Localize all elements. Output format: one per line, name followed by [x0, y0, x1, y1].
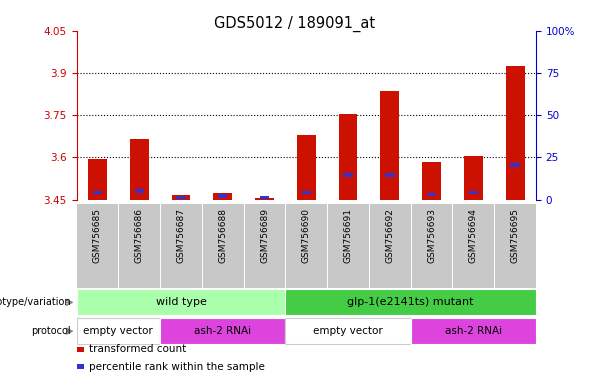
- Text: GSM756685: GSM756685: [93, 208, 102, 263]
- Bar: [176, 195, 186, 199]
- Bar: [422, 162, 441, 200]
- Text: ash-2 RNAi: ash-2 RNAi: [445, 326, 502, 336]
- Text: GSM756688: GSM756688: [219, 208, 227, 263]
- Bar: [77, 318, 160, 344]
- Text: glp-1(e2141ts) mutant: glp-1(e2141ts) mutant: [348, 297, 474, 307]
- Bar: [385, 173, 395, 177]
- Text: genotype/variation: genotype/variation: [0, 297, 71, 308]
- Text: GSM756692: GSM756692: [385, 208, 394, 263]
- Bar: [427, 193, 436, 197]
- Bar: [218, 194, 227, 198]
- Bar: [130, 139, 148, 200]
- Bar: [88, 159, 107, 200]
- Text: percentile rank within the sample: percentile rank within the sample: [89, 362, 265, 372]
- Bar: [302, 191, 311, 195]
- Bar: [213, 193, 232, 200]
- Text: GSM756690: GSM756690: [302, 208, 311, 263]
- Bar: [464, 156, 483, 200]
- Text: ash-2 RNAi: ash-2 RNAi: [194, 326, 252, 336]
- Bar: [380, 91, 399, 200]
- Text: GSM756691: GSM756691: [343, 208, 353, 263]
- Bar: [411, 318, 536, 344]
- Bar: [469, 191, 478, 195]
- Bar: [92, 191, 102, 195]
- Bar: [286, 318, 411, 344]
- Text: empty vector: empty vector: [84, 326, 153, 336]
- Text: GSM756687: GSM756687: [177, 208, 186, 263]
- Text: protocol: protocol: [31, 326, 71, 336]
- Text: GDS5012 / 189091_at: GDS5012 / 189091_at: [214, 15, 375, 31]
- Bar: [171, 195, 190, 200]
- Text: wild type: wild type: [155, 297, 206, 307]
- Bar: [343, 173, 353, 177]
- Text: empty vector: empty vector: [313, 326, 383, 336]
- Text: GSM756695: GSM756695: [511, 208, 519, 263]
- Text: GSM756693: GSM756693: [427, 208, 436, 263]
- Bar: [297, 135, 316, 200]
- Bar: [134, 189, 144, 193]
- Text: GSM756686: GSM756686: [135, 208, 144, 263]
- Bar: [506, 66, 524, 200]
- Bar: [160, 318, 286, 344]
- Bar: [77, 290, 286, 315]
- Text: GSM756694: GSM756694: [469, 208, 478, 263]
- Bar: [339, 114, 358, 200]
- Bar: [511, 164, 520, 167]
- Bar: [286, 290, 536, 315]
- Bar: [260, 195, 269, 199]
- Bar: [255, 198, 274, 200]
- Text: GSM756689: GSM756689: [260, 208, 269, 263]
- Text: transformed count: transformed count: [89, 344, 186, 354]
